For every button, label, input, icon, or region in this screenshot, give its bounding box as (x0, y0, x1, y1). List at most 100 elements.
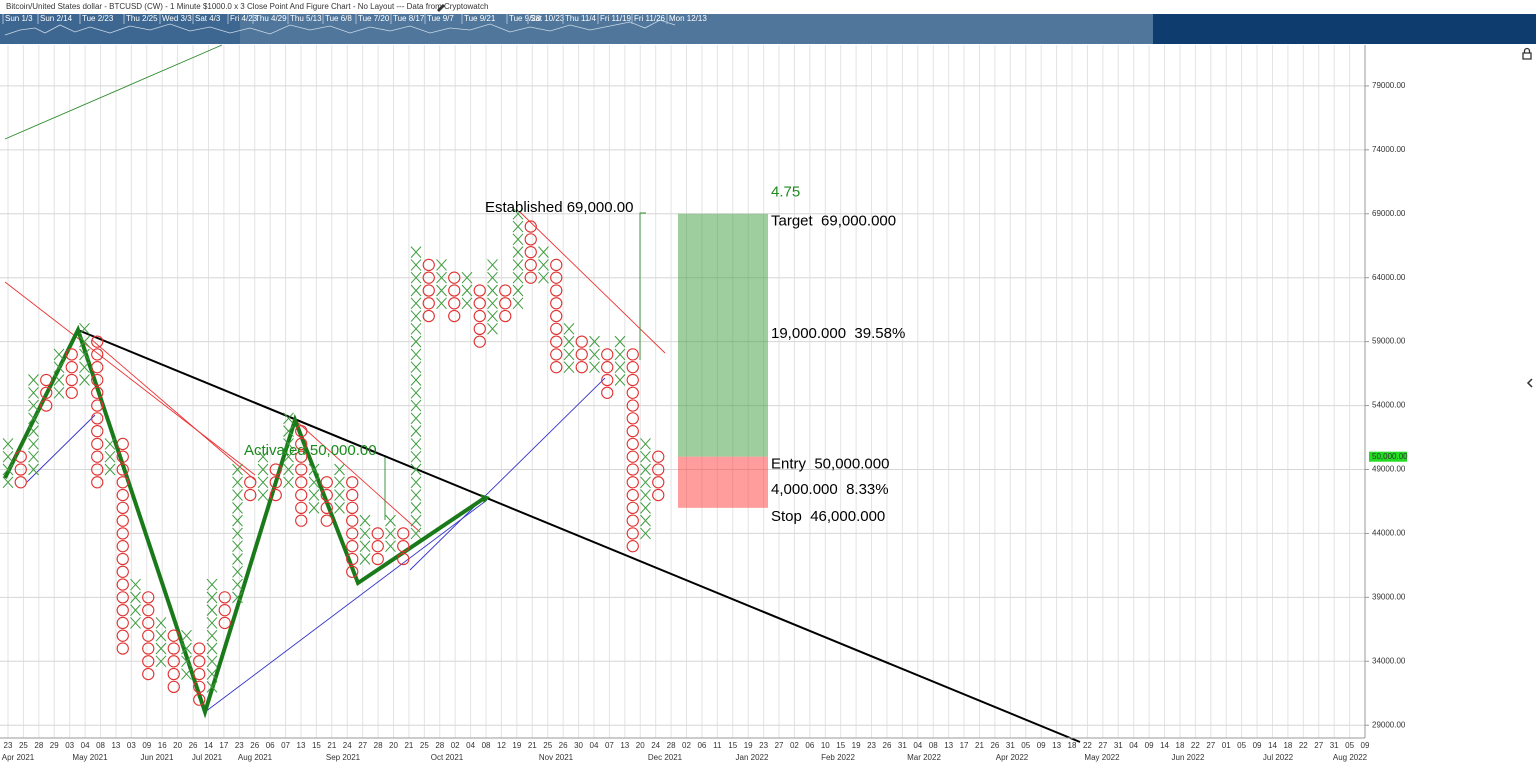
o-box (473, 322, 486, 335)
x-tick-label: 07 (281, 741, 290, 750)
x-tick-label: 21 (528, 741, 537, 750)
x-box (308, 502, 320, 514)
o-box (116, 629, 129, 642)
navigator-label: Tue 9/7 (427, 14, 454, 23)
o-box (652, 488, 665, 502)
pf-column (104, 438, 116, 476)
o-box (626, 412, 639, 425)
x-box (640, 450, 651, 463)
pf-column (28, 374, 39, 476)
x-tick-label: 17 (219, 741, 228, 750)
x-box (2, 438, 14, 450)
pf-column (79, 323, 90, 386)
o-box (626, 450, 639, 463)
o-box (448, 284, 461, 297)
activated-label: Activated 50,000.00 (244, 442, 377, 459)
x-box (28, 463, 39, 476)
x-tick-label: 23 (4, 741, 13, 750)
x-tick-label: 21 (404, 741, 413, 750)
reward-label: 19,000.000 39.58% (771, 325, 905, 342)
pf-column (155, 617, 167, 668)
month-label: May 2022 (1084, 753, 1120, 762)
pf-column (91, 335, 104, 489)
o-box (320, 488, 333, 502)
x-box (232, 591, 243, 604)
month-label: Aug 2021 (238, 753, 273, 762)
x-box (155, 642, 167, 655)
o-box (346, 488, 359, 502)
x-tick-label: 06 (697, 741, 706, 750)
pf-column (40, 373, 53, 412)
x-box (206, 655, 218, 668)
o-box (550, 309, 563, 323)
o-box (269, 476, 282, 489)
o-box (116, 488, 129, 502)
pf-column (626, 348, 639, 553)
x-box (410, 271, 422, 284)
x-box (130, 591, 141, 604)
o-box (142, 616, 155, 630)
navigator-label: Thu 4/29 (255, 14, 287, 23)
x-box (512, 297, 524, 310)
x-box (410, 259, 422, 271)
x-box (614, 361, 626, 374)
o-box (550, 335, 563, 348)
trend-line (77, 329, 1081, 743)
edit-icon[interactable] (437, 4, 445, 12)
collapse-arrow[interactable] (1526, 378, 1533, 388)
o-box (142, 591, 155, 604)
x-box (232, 578, 243, 591)
x-tick-label: 26 (883, 741, 892, 750)
x-box (79, 348, 90, 361)
o-box (116, 437, 129, 451)
o-box (550, 258, 563, 272)
x-box (232, 540, 243, 553)
x-tick-label: 14 (1268, 741, 1277, 750)
o-box (320, 501, 333, 515)
o-box (397, 552, 410, 566)
o-box (652, 450, 665, 463)
x-box (512, 284, 524, 297)
x-tick-label: 30 (574, 741, 583, 750)
x-tick-label: 05 (1237, 741, 1246, 750)
navigator-label: Mon 12/13 (669, 14, 707, 23)
x-tick-label: 02 (451, 741, 460, 750)
o-box (601, 373, 614, 387)
x-box (512, 220, 524, 233)
x-tick-label: 23 (867, 741, 876, 750)
x-box (28, 374, 39, 386)
x-tick-label: 02 (790, 741, 799, 750)
o-box (448, 309, 461, 323)
x-tick-label: 18 (1283, 741, 1292, 750)
pf-column (218, 591, 231, 630)
lock-icon[interactable] (1522, 47, 1532, 60)
o-box (652, 476, 665, 489)
x-tick-label: 31 (1006, 741, 1015, 750)
stop-label: Stop 46,000.000 (771, 508, 885, 525)
o-box (346, 527, 359, 540)
x-tick-label: 20 (173, 741, 182, 750)
x-tick-label: 09 (1037, 741, 1046, 750)
navigator-label: Thu 5/13 (290, 14, 322, 23)
o-box (65, 348, 78, 361)
x-tick-label: 27 (358, 741, 367, 750)
pf-column (563, 323, 575, 374)
o-box (14, 476, 27, 489)
o-box (371, 527, 384, 540)
x-box (385, 540, 396, 553)
x-box (232, 527, 243, 540)
x-box (308, 463, 320, 476)
ratio-label: 4.75 (771, 184, 800, 201)
o-box (65, 373, 78, 387)
x-box (410, 297, 422, 310)
o-box (346, 514, 359, 527)
established-label: Established 69,000.00 (485, 199, 633, 216)
x-box (640, 438, 651, 450)
navigator-label: Tue 7/20 (358, 14, 390, 23)
x-box (589, 361, 600, 374)
x-box (538, 259, 549, 271)
x-box (181, 655, 192, 668)
y-tick-label: 79000.00 (1372, 81, 1406, 90)
x-box (512, 246, 524, 258)
o-box (473, 284, 486, 297)
